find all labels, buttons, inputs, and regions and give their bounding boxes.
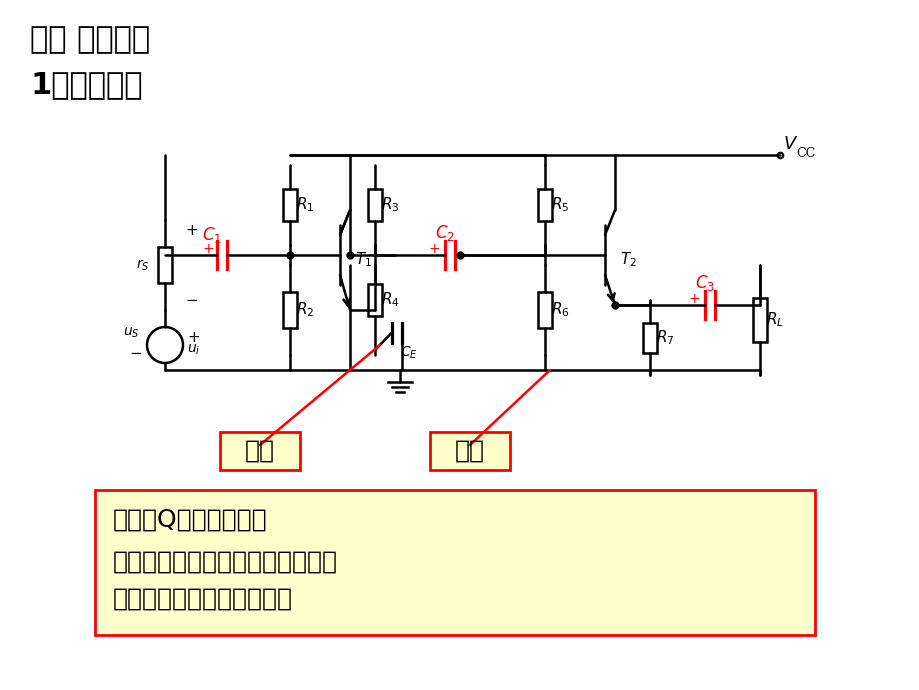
Text: $C_3$: $C_3$ [694,273,714,293]
Text: +: + [202,242,213,256]
Text: 低频特性差，不能集成化。: 低频特性差，不能集成化。 [113,587,292,611]
Text: 缺点：不能放大变化缓慢的信号，: 缺点：不能放大变化缓慢的信号， [113,550,337,574]
Text: 共集: 共集 [455,439,484,463]
Text: $R_2$: $R_2$ [296,301,314,319]
Text: 优点：Q点相互独立。: 优点：Q点相互独立。 [113,508,267,532]
Text: $T_1$: $T_1$ [355,250,371,269]
Text: $T_2$: $T_2$ [619,250,636,269]
Text: $R_L$: $R_L$ [766,310,783,329]
FancyBboxPatch shape [95,490,814,635]
Text: $u_i$: $u_i$ [187,343,200,357]
Text: +: + [427,242,439,256]
FancyBboxPatch shape [220,432,300,470]
Text: +: + [187,330,199,344]
Text: $C_1$: $C_1$ [202,225,221,245]
Text: 共发: 共发 [244,439,275,463]
Text: +: + [185,222,198,237]
Text: $R_7$: $R_7$ [655,328,674,347]
Text: $R_4$: $R_4$ [380,290,399,309]
Text: CC: CC [795,147,814,160]
Text: $R_3$: $R_3$ [380,196,399,215]
Text: 1、阻容耦合: 1、阻容耦合 [30,70,142,99]
Text: 一、 耦合方式: 一、 耦合方式 [30,25,150,54]
Text: −: − [129,346,142,360]
Text: −: − [185,293,198,308]
Text: $V$: $V$ [782,135,798,153]
Text: $C_2$: $C_2$ [435,223,454,243]
Text: $R_5$: $R_5$ [550,196,569,215]
Text: $u_S$: $u_S$ [123,326,140,340]
Text: $R_1$: $R_1$ [296,196,314,215]
Text: +: + [687,292,699,306]
Text: $R_6$: $R_6$ [550,301,569,319]
FancyBboxPatch shape [429,432,509,470]
Text: $r_S$: $r_S$ [136,257,150,273]
Text: $C_E$: $C_E$ [400,344,417,361]
